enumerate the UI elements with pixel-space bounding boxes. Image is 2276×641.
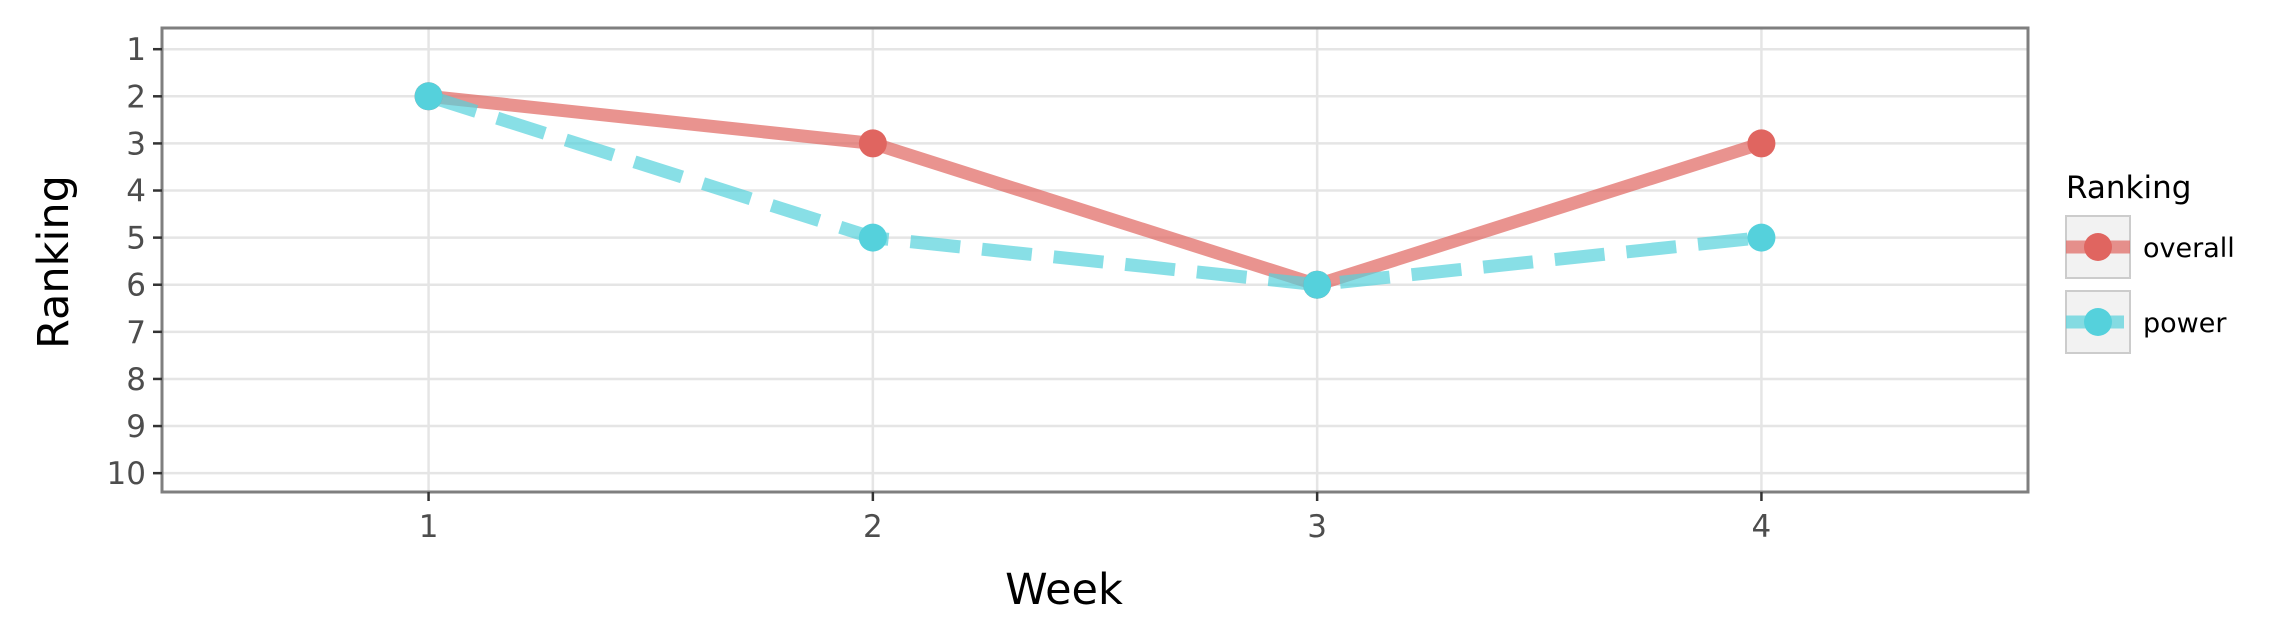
legend-label-power: power [2143,308,2227,339]
x-tick-label: 3 [1307,509,1327,545]
x-tick-label: 1 [419,509,439,545]
y-tick-label: 6 [126,268,146,304]
legend: Ranking overall power [2065,170,2235,354]
legend-label-overall: overall [2143,233,2235,264]
y-tick-label: 5 [126,221,146,257]
data-point-power [414,82,443,111]
legend-title: Ranking [2066,170,2191,206]
y-tick-label: 9 [126,409,146,445]
series-lines [414,82,1776,299]
series-line-power [426,90,1763,292]
data-point-overall [1747,129,1776,158]
data-point-power [1747,223,1776,252]
x-axis-title: Week [1005,565,1123,615]
y-axis-title: Ranking [29,175,79,349]
y-tick-label: 10 [107,456,146,492]
data-point-power [858,223,887,252]
y-tick-label: 2 [126,79,146,115]
y-tick-label: 1 [126,32,146,68]
axis-ticks: 1 2 3 4 5 6 7 8 9 10 1 2 3 4 [107,32,1772,545]
y-tick-label: 3 [126,126,146,162]
y-tick-label: 7 [126,315,146,351]
plot-border [160,26,2030,494]
series-line-overall [427,89,1764,292]
y-tick-label: 4 [126,174,146,210]
x-tick-label: 2 [863,509,883,545]
legend-key-point [2084,233,2112,261]
data-point-overall [858,129,887,158]
y-tick-label: 8 [126,362,146,398]
x-tick-label: 4 [1752,509,1772,545]
data-point-power [1303,270,1332,299]
legend-key-point [2084,308,2112,336]
grid-lines [162,28,2028,492]
